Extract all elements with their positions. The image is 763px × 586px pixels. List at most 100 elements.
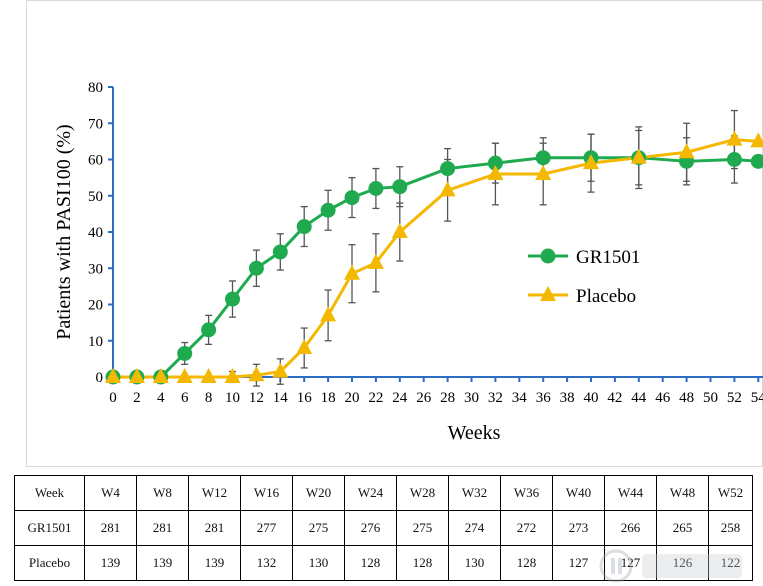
data-point-gr1501 (296, 219, 312, 235)
y-tick-label: 10 (88, 334, 103, 350)
data-point-gr1501 (201, 322, 217, 338)
table-cell: W4 (84, 475, 137, 511)
y-tick-label: 0 (96, 370, 104, 386)
legend-marker-gr1501 (540, 248, 556, 264)
table-cell: 139 (188, 545, 241, 581)
table-cell: W12 (188, 475, 241, 511)
table-cell: 139 (136, 545, 189, 581)
legend-marker-placebo (540, 286, 556, 301)
table-cell: 277 (240, 510, 293, 546)
table-cell: 275 (292, 510, 345, 546)
y-tick-label: 80 (88, 80, 103, 96)
x-tick-label: 2 (133, 390, 141, 406)
table-cell: 265 (656, 510, 709, 546)
table-cell: W24 (344, 475, 397, 511)
table-cell: W36 (500, 475, 553, 511)
x-axis-label: Weeks (448, 422, 501, 444)
table-cell: 266 (604, 510, 657, 546)
data-point-gr1501 (368, 181, 384, 196)
data-point-placebo (535, 165, 552, 180)
legend-label-placebo: Placebo (576, 286, 636, 307)
x-tick-label: 36 (536, 390, 552, 406)
table-cell: 281 (84, 510, 137, 546)
data-point-placebo (320, 306, 337, 322)
x-tick-label: 38 (560, 390, 575, 406)
legend-label-gr1501: GR1501 (576, 247, 640, 268)
data-point-gr1501 (487, 155, 503, 171)
x-tick-label: 40 (584, 390, 599, 406)
x-tick-label: 14 (273, 390, 289, 406)
data-point-placebo (152, 368, 169, 383)
table-cell: 273 (552, 510, 605, 546)
table-cell: 127 (604, 545, 657, 581)
data-point-placebo (176, 368, 193, 383)
table-cell: 128 (500, 545, 553, 581)
series-line-placebo (113, 138, 759, 379)
x-tick-label: 22 (368, 390, 383, 406)
table-cell: GR1501 (14, 510, 85, 546)
table-cell: W16 (240, 475, 293, 511)
x-tick-label: 54 (751, 390, 763, 406)
table-cell: W48 (656, 475, 709, 511)
x-tick-label: 44 (631, 390, 647, 406)
x-tick-label: 0 (109, 390, 117, 406)
y-tick-label: 60 (88, 153, 103, 169)
table-cell: W20 (292, 475, 345, 511)
x-tick-label: 10 (225, 390, 240, 406)
x-tick-label: 50 (703, 390, 718, 406)
table-cell: 276 (344, 510, 397, 546)
data-point-placebo (726, 130, 743, 146)
table-cell: W28 (396, 475, 449, 511)
data-point-gr1501 (177, 345, 193, 361)
sample-size-table: Week W4 W8 W12 W16 W20 W24 W28 W32 W36 W… (14, 475, 753, 581)
y-tick-label: 70 (88, 116, 103, 132)
table-cell: W8 (136, 475, 189, 511)
watermark-logo-icon (599, 549, 742, 583)
x-tick-label: 12 (249, 390, 264, 406)
data-point-placebo (105, 368, 121, 383)
data-point-placebo (128, 368, 145, 383)
table-cell: 258 (708, 510, 753, 546)
x-tick-label: 18 (321, 390, 336, 406)
table-cell: 128 (344, 545, 397, 581)
table-cell: 274 (448, 510, 501, 546)
x-tick-label: 28 (440, 390, 455, 406)
data-point-placebo (272, 362, 289, 378)
x-tick-label: 24 (392, 390, 408, 406)
table-cell: Week (14, 475, 85, 511)
data-point-gr1501 (344, 190, 360, 206)
x-tick-label: 6 (181, 390, 189, 406)
y-tick-label: 30 (88, 261, 103, 277)
data-point-placebo (750, 132, 763, 148)
data-point-placebo (678, 143, 695, 159)
y-tick-label: 40 (88, 225, 103, 241)
data-point-gr1501 (726, 152, 742, 167)
y-tick-label: 50 (88, 189, 103, 205)
data-point-placebo (367, 253, 384, 269)
table-cell: W40 (552, 475, 605, 511)
table-cell: 122 (708, 545, 753, 581)
table-cell: 272 (500, 510, 553, 546)
data-point-gr1501 (272, 244, 288, 260)
data-point-placebo (248, 366, 265, 382)
x-tick-label: 16 (297, 390, 313, 406)
x-tick-label: 26 (416, 390, 432, 406)
data-point-placebo (487, 165, 504, 180)
data-point-gr1501 (535, 150, 551, 166)
data-point-placebo (296, 339, 313, 354)
y-axis-label: Patients with PASI100 (%) (53, 124, 75, 339)
table-header-row: Week W4 W8 W12 W16 W20 W24 W28 W32 W36 W… (14, 475, 753, 511)
x-tick-label: 30 (464, 390, 479, 406)
table-cell: W32 (448, 475, 501, 511)
table-cell: 139 (84, 545, 137, 581)
chart-area: 0 10 20 30 40 50 60 70 80 0 2 4 6 8 10 12 14 16 18 20 22 24 26… (26, 0, 763, 467)
data-point-gr1501 (750, 153, 763, 169)
table-cell: 130 (292, 545, 345, 581)
table-cell: 275 (396, 510, 449, 546)
table-cell: 132 (240, 545, 293, 581)
data-point-placebo (200, 368, 217, 383)
x-tick-label: 20 (345, 390, 360, 406)
table-cell: Placebo (14, 545, 85, 581)
table-cell: 128 (396, 545, 449, 581)
